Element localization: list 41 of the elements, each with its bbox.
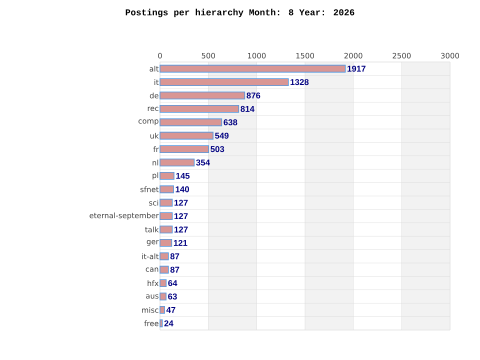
data-label: 549 — [215, 132, 229, 139]
bar — [160, 172, 174, 180]
data-label: 145 — [176, 172, 190, 179]
bar — [160, 279, 167, 287]
data-label: 354 — [196, 160, 210, 166]
data-label: 140 — [176, 186, 190, 192]
data-label: 47 — [166, 306, 176, 313]
data-label: 87 — [170, 266, 180, 273]
bar — [160, 185, 174, 194]
bar — [160, 158, 195, 166]
data-label: 127 — [174, 213, 188, 220]
bar — [160, 118, 222, 126]
data-label: 638 — [224, 119, 238, 126]
data-label: 876 — [246, 92, 260, 98]
bar — [160, 132, 214, 140]
bar — [160, 319, 163, 328]
bar — [160, 145, 210, 153]
bar — [160, 78, 289, 86]
data-label: 814 — [240, 106, 254, 112]
bar — [160, 252, 169, 260]
data-label: 121 — [174, 240, 188, 246]
data-label: 24 — [164, 320, 174, 326]
data-label: 63 — [168, 294, 177, 300]
bar — [160, 92, 246, 100]
data-label: 127 — [174, 226, 188, 232]
bar — [160, 212, 173, 220]
data-label: 1917 — [348, 66, 366, 72]
bar — [160, 239, 172, 247]
bar — [160, 292, 166, 300]
data-label: 64 — [168, 280, 178, 286]
bar — [160, 198, 173, 207]
bar — [160, 105, 240, 113]
bar — [160, 64, 346, 73]
data-label: 503 — [210, 146, 224, 152]
bar — [160, 266, 169, 274]
chart-title: Postings per hierarchy Month: 8 Year: 2026 — [126, 8, 354, 18]
bar — [160, 306, 165, 314]
data-label: 1328 — [290, 79, 309, 86]
bar — [160, 226, 173, 234]
data-label: 87 — [170, 253, 180, 260]
data-label: 127 — [174, 200, 188, 206]
